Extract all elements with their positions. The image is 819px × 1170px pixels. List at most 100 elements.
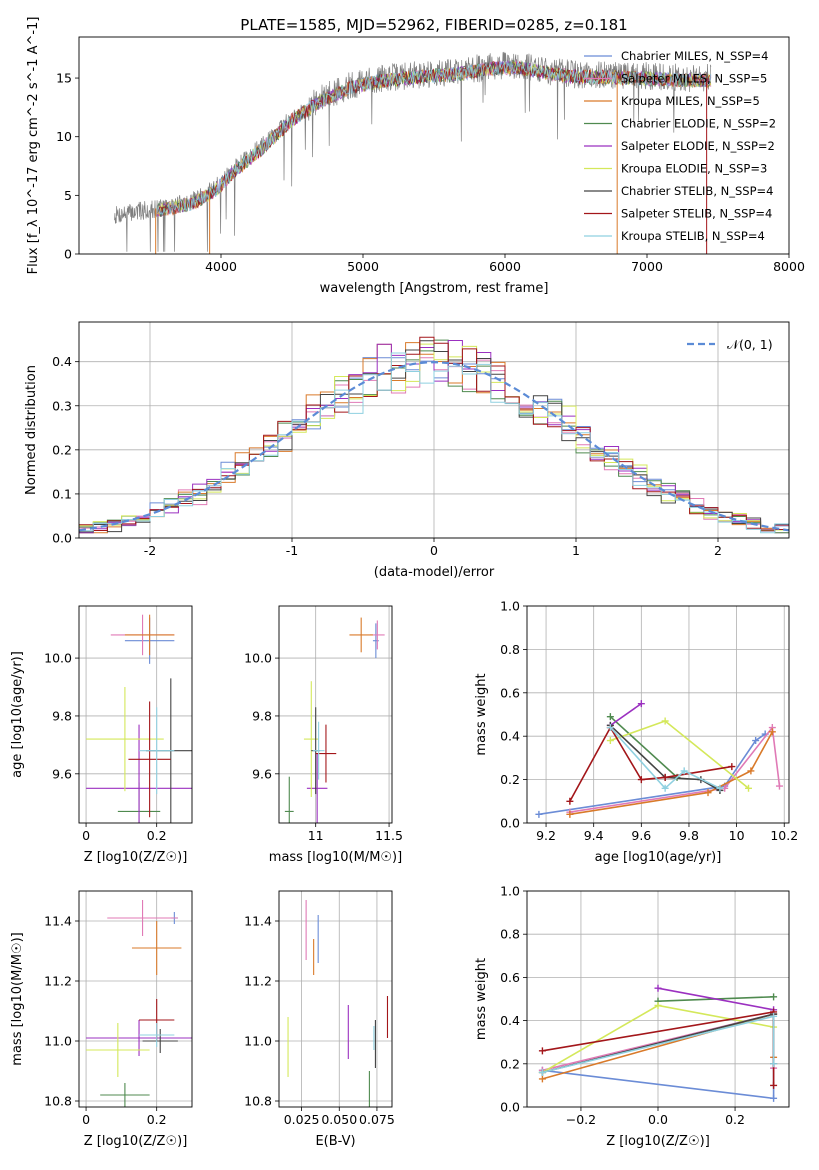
grid bbox=[279, 891, 392, 1107]
model-spectrum-kroupa_stelib bbox=[156, 60, 712, 216]
y-axis-label: mass [log10(M/M☉)] bbox=[10, 932, 25, 1065]
y-tick-label: 5 bbox=[64, 188, 72, 203]
errorbar-point-kroupa_stelib bbox=[139, 1023, 175, 1047]
x-tick-label: 0.2 bbox=[147, 828, 167, 843]
x-tick-label: 0 bbox=[82, 828, 90, 843]
panel-weight-vs-age: 9.2 9.4 9.6 9.8 10 10.2 0.0 0.2 0.4 0.6 0.8 1.0 age … bbox=[474, 599, 798, 866]
legend: 𝒩(0, 1) bbox=[687, 337, 773, 352]
errorbar-point-chabrier_elodie bbox=[284, 776, 294, 823]
y-tick-label: 0.4 bbox=[500, 729, 520, 744]
weight-marker-chabrier_miles bbox=[535, 810, 543, 818]
weight-marker-salpeter_elodie bbox=[637, 700, 645, 708]
axes-frame bbox=[278, 890, 393, 1108]
ticks: 4000 5000 6000 7000 8000 0 5 10 15 bbox=[56, 71, 805, 274]
weight-marker-chabrier_miles bbox=[770, 1094, 778, 1102]
x-tick-label: 8000 bbox=[773, 259, 805, 274]
panel-residuals: -2 -1 0 1 2 0.0 0.1 0.2 0.3 0.4 (data-model)/error… bbox=[24, 321, 790, 580]
axes-frame bbox=[278, 605, 393, 824]
legend-label-chabrier_miles: Chabrier MILES, N_SSP=4 bbox=[621, 49, 768, 63]
x-axis-label: E(B-V) bbox=[315, 1134, 355, 1149]
weight-marker-salpeter_stelib bbox=[637, 776, 645, 784]
ticks: -2 -1 0 1 2 0.0 0.1 0.2 0.3 0.4 bbox=[52, 354, 722, 558]
legend-label-salpeter_elodie: Salpeter ELODIE, N_SSP=2 bbox=[621, 139, 775, 153]
y-tick-label: 0.4 bbox=[500, 1013, 520, 1028]
y-tick-label: 9.8 bbox=[252, 708, 272, 723]
y-tick-label: 0.0 bbox=[52, 531, 72, 546]
y-tick-label: 9.8 bbox=[52, 708, 72, 723]
histogram-salpeter_stelib bbox=[79, 336, 789, 531]
weight-line-chabrier_miles bbox=[538, 733, 766, 816]
errorbar-point-salpeter_stelib bbox=[128, 701, 171, 818]
x-tick-label: 0.025 bbox=[284, 1112, 320, 1127]
panel-weight-vs-Z: −0.2 0.0 0.2 0.0 0.2 0.4 0.6 0.8 1.0 Z [log10(Z/Z… bbox=[474, 884, 790, 1149]
x-axis-label: Z [log10(Z/Z☉)] bbox=[84, 850, 188, 865]
figure-title: PLATE=1585, MJD=52962, FIBERID=0285, z=0… bbox=[240, 16, 627, 34]
grid bbox=[279, 606, 392, 823]
x-tick-label: 2 bbox=[714, 543, 722, 558]
axes-frame bbox=[78, 36, 790, 255]
y-tick-label: 11.2 bbox=[44, 974, 72, 989]
weight-marker-salpeter_elodie bbox=[654, 984, 662, 992]
legend-label-kroupa_stelib: Kroupa STELIB, N_SSP=4 bbox=[621, 229, 765, 243]
x-tick-label: 0.075 bbox=[359, 1112, 395, 1127]
x-tick-label: 0.050 bbox=[321, 1112, 357, 1127]
weight-marker-kroupa_stelib bbox=[680, 767, 688, 775]
ticks: 0 0.2 10.8 11.0 11.2 11.4 bbox=[44, 914, 166, 1128]
x-tick-label: 0 bbox=[82, 1112, 90, 1127]
weight-marker-chabrier_elodie bbox=[770, 993, 778, 1001]
y-axis-label: Flux [f_λ 10^-17 erg cm^-2 s^-1 A^-1] bbox=[26, 17, 41, 275]
y-tick-label: 0.2 bbox=[500, 772, 520, 787]
y-tick-label: 10 bbox=[56, 129, 72, 144]
y-tick-label: 0.8 bbox=[500, 927, 520, 942]
grid bbox=[79, 606, 192, 823]
y-tick-label: 0.8 bbox=[500, 642, 520, 657]
y-axis-label: age [log10(age/yr)] bbox=[10, 651, 25, 778]
x-tick-label: 0 bbox=[430, 543, 438, 558]
y-tick-label: 0.6 bbox=[500, 970, 520, 985]
normal-curve bbox=[79, 360, 789, 532]
errorbar-point-chabrier_elodie bbox=[100, 1083, 150, 1107]
plot-area bbox=[114, 51, 712, 254]
axes-frame bbox=[526, 605, 790, 824]
y-tick-label: 15 bbox=[56, 71, 72, 86]
x-axis-label: (data-model)/error bbox=[374, 565, 495, 580]
weight-marker-kroupa_stelib bbox=[770, 1012, 778, 1020]
weight-line-salpeter_elodie bbox=[609, 702, 642, 727]
errorbar-point-kroupa_elodie bbox=[86, 687, 164, 792]
weight-marker-kroupa_miles bbox=[566, 810, 574, 818]
legend: Chabrier MILES, N_SSP=4 Salpeter MILES, N… bbox=[584, 49, 776, 243]
errorbar-point-kroupa_miles bbox=[124, 614, 175, 656]
histogram-chabrier_stelib bbox=[79, 340, 789, 533]
y-tick-label: 11.4 bbox=[244, 914, 272, 929]
panel-age-vs-mass: 11 11.5 9.6 9.8 10.0 mass [log10(M/M☉)] bbox=[244, 605, 403, 865]
plot-area bbox=[535, 700, 783, 818]
x-tick-label: 9.2 bbox=[536, 828, 556, 843]
errorbar-point-kroupa_elodie bbox=[303, 681, 319, 797]
x-tick-label: 5000 bbox=[347, 259, 379, 274]
plot-area bbox=[86, 900, 192, 1107]
y-axis-label: Normed distribution bbox=[24, 365, 39, 495]
legend-label-chabrier_elodie: Chabrier ELODIE, N_SSP=2 bbox=[621, 117, 776, 131]
axes-frame bbox=[526, 890, 790, 1108]
histogram-salpeter_elodie bbox=[79, 340, 789, 534]
y-tick-label: 9.6 bbox=[252, 766, 272, 781]
weight-marker-kroupa_stelib bbox=[538, 1068, 546, 1076]
x-tick-label: 10.2 bbox=[770, 828, 798, 843]
x-tick-label: 0.2 bbox=[725, 1112, 745, 1127]
x-tick-label: 7000 bbox=[631, 259, 663, 274]
weight-line-chabrier_elodie bbox=[609, 716, 678, 778]
y-tick-label: 0.0 bbox=[500, 1100, 520, 1115]
y-tick-label: 9.6 bbox=[52, 766, 72, 781]
errorbar-point-kroupa_elodie bbox=[86, 1023, 150, 1077]
x-tick-label: -1 bbox=[286, 543, 298, 558]
histogram-kroupa_stelib bbox=[79, 352, 789, 534]
errorbar-point-kroupa_stelib bbox=[312, 721, 325, 780]
weight-marker-salpeter_stelib bbox=[661, 773, 669, 781]
weight-line-salpeter_miles bbox=[569, 725, 781, 813]
ticks: 0 0.2 9.6 9.8 10.0 bbox=[44, 651, 166, 843]
legend-label-normal: 𝒩(0, 1) bbox=[727, 337, 773, 352]
plot-area bbox=[287, 900, 389, 1107]
weight-marker-kroupa_miles bbox=[768, 728, 776, 736]
weight-marker-kroupa_elodie bbox=[654, 1001, 662, 1009]
